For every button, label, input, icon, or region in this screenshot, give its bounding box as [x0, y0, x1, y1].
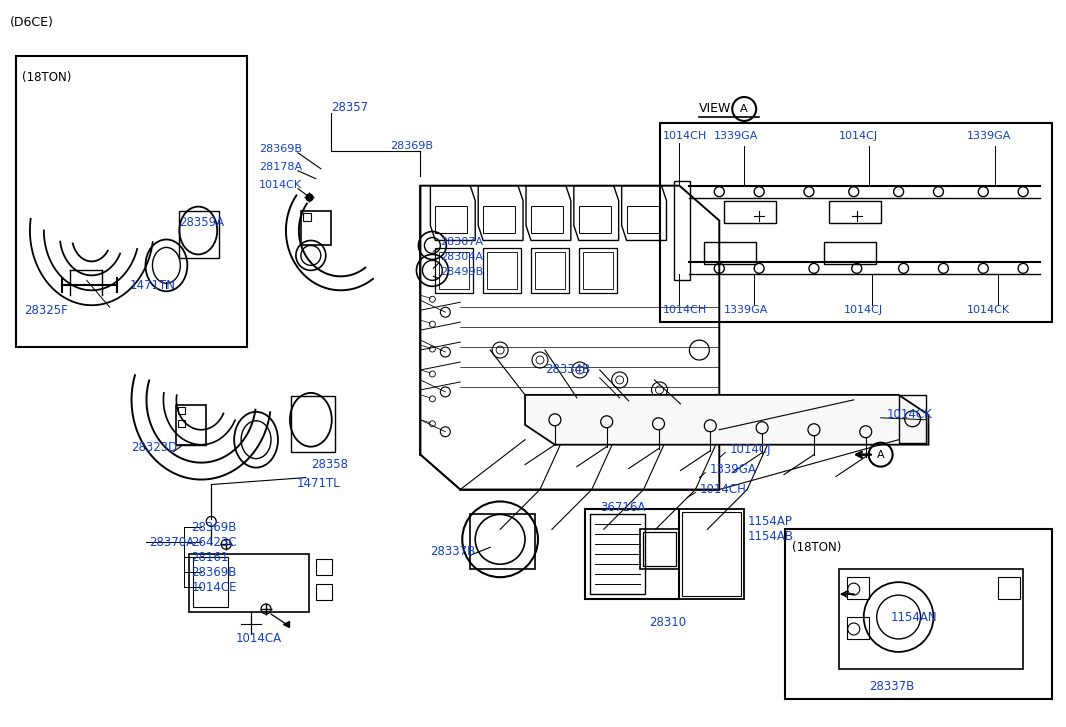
Text: (18TON): (18TON)	[792, 542, 841, 554]
Text: 28337B: 28337B	[431, 545, 475, 558]
Text: 28323D: 28323D	[131, 441, 178, 454]
Bar	[675, 181, 691, 281]
Text: 28161: 28161	[191, 551, 229, 563]
Text: VIEW: VIEW	[699, 103, 731, 116]
Text: 28307A: 28307A	[440, 238, 483, 247]
Text: (18TON): (18TON)	[22, 71, 71, 84]
Text: 28369B: 28369B	[191, 566, 237, 579]
Bar	[679, 510, 744, 599]
Text: 1471TN: 1471TN	[130, 278, 176, 292]
Bar	[531, 206, 563, 233]
Text: A: A	[741, 104, 748, 114]
Bar	[435, 206, 467, 233]
Text: 28357: 28357	[330, 102, 368, 114]
Bar	[839, 569, 1023, 669]
Bar	[291, 396, 335, 451]
Text: 1339GA: 1339GA	[724, 305, 769, 316]
Text: 28178A: 28178A	[259, 161, 302, 172]
Text: 28369B: 28369B	[191, 521, 237, 534]
Bar	[682, 513, 741, 596]
Bar	[627, 206, 659, 233]
Bar	[899, 395, 926, 443]
Bar	[301, 211, 330, 246]
Bar	[303, 212, 311, 220]
Text: 28310: 28310	[649, 616, 687, 629]
Bar	[824, 243, 875, 265]
Bar	[535, 252, 565, 289]
Text: 1339GA: 1339GA	[967, 131, 1011, 141]
Bar	[785, 529, 1052, 699]
Text: 1014CJ: 1014CJ	[729, 443, 771, 456]
Bar	[531, 249, 569, 293]
Bar	[176, 405, 206, 445]
Text: 1014CH: 1014CH	[662, 131, 707, 141]
Bar	[579, 206, 611, 233]
Text: 28358: 28358	[311, 458, 348, 471]
Text: 1014CK: 1014CK	[259, 180, 302, 190]
Bar	[640, 529, 679, 569]
Text: 1014CH: 1014CH	[662, 305, 707, 316]
Bar	[660, 123, 1052, 322]
Bar	[585, 510, 679, 599]
Text: 1154AN: 1154AN	[890, 611, 937, 624]
Bar	[579, 249, 616, 293]
Text: 1339GA: 1339GA	[709, 463, 756, 476]
Text: 28334B: 28334B	[545, 364, 591, 377]
Bar	[193, 558, 228, 607]
Text: 28325F: 28325F	[23, 304, 68, 317]
Bar	[643, 532, 677, 566]
Bar	[487, 252, 517, 289]
Bar	[483, 206, 515, 233]
Bar	[316, 585, 332, 600]
Bar	[16, 56, 247, 347]
Text: 1014CE: 1014CE	[191, 581, 237, 594]
Bar	[435, 249, 473, 293]
Text: 28337B: 28337B	[869, 680, 914, 694]
Text: 1014CH: 1014CH	[699, 483, 746, 496]
Bar	[470, 515, 535, 569]
Text: 1014CJ: 1014CJ	[844, 305, 883, 316]
Text: 1154AB: 1154AB	[747, 530, 793, 543]
Bar	[846, 577, 869, 599]
Text: (D6CE): (D6CE)	[10, 16, 54, 29]
Text: 28369B: 28369B	[259, 144, 302, 154]
Text: 1014CK: 1014CK	[887, 409, 933, 422]
Text: 1014CK: 1014CK	[967, 305, 1010, 316]
Bar	[724, 201, 776, 222]
Text: 26423C: 26423C	[191, 536, 237, 549]
Bar	[846, 617, 869, 639]
Text: 36716A: 36716A	[600, 501, 645, 514]
Text: 28369B: 28369B	[390, 141, 434, 150]
Bar	[179, 211, 220, 258]
Text: 1014CA: 1014CA	[237, 632, 282, 646]
Polygon shape	[526, 395, 928, 445]
Bar	[583, 252, 613, 289]
Text: A: A	[877, 450, 885, 459]
Bar	[178, 419, 185, 427]
Text: 1339GA: 1339GA	[714, 131, 759, 141]
Bar	[190, 554, 309, 612]
Text: 1471TL: 1471TL	[297, 477, 341, 490]
Text: 28359A: 28359A	[179, 216, 225, 229]
Bar	[998, 577, 1020, 599]
Bar	[589, 515, 645, 594]
Bar	[705, 243, 756, 265]
Text: 1014CJ: 1014CJ	[839, 131, 878, 141]
Bar	[178, 407, 185, 414]
Bar	[439, 252, 469, 289]
Text: 28499B: 28499B	[440, 268, 484, 277]
Text: 28304A: 28304A	[440, 252, 483, 262]
Text: 1154AP: 1154AP	[747, 515, 792, 528]
Text: 28370A: 28370A	[149, 536, 195, 549]
Bar	[316, 559, 332, 575]
Bar	[829, 201, 881, 222]
Bar	[483, 249, 521, 293]
